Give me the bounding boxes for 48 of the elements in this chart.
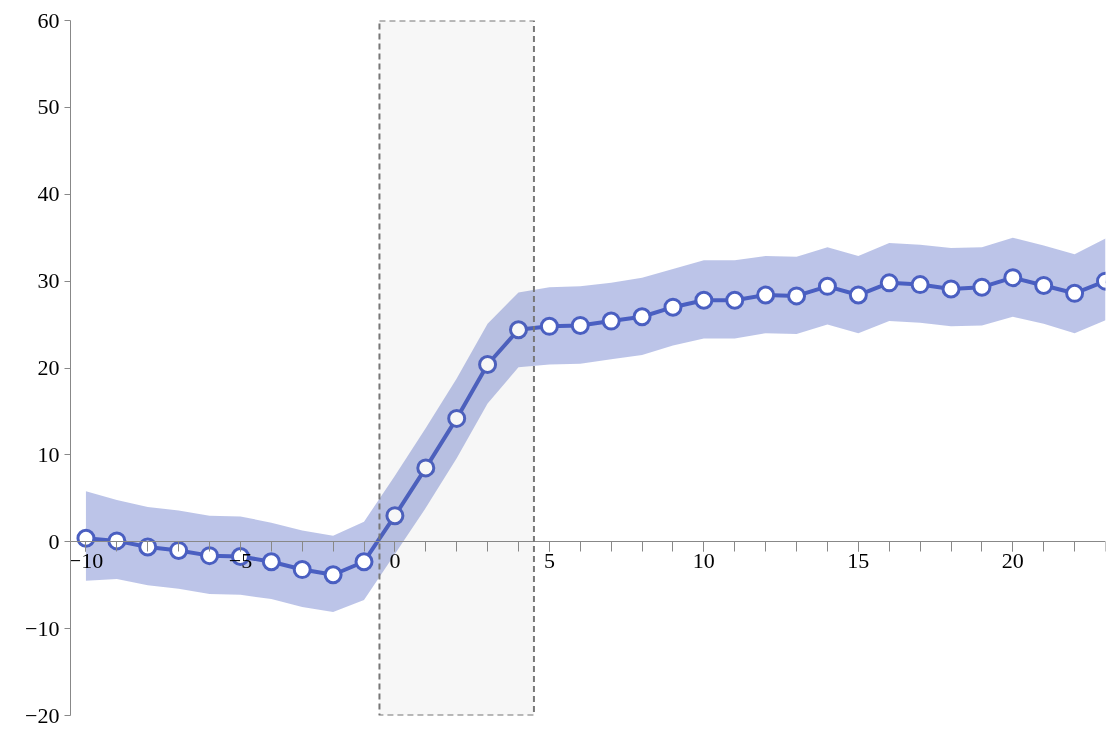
point: [323, 565, 343, 585]
point: [663, 297, 683, 317]
point: [1065, 283, 1085, 303]
point: [848, 285, 868, 305]
point: [787, 286, 807, 306]
point: [1034, 275, 1054, 295]
y-tick-label: 20: [37, 355, 60, 380]
y-tick-label: 60: [37, 7, 60, 33]
point: [447, 408, 467, 428]
point: [292, 560, 312, 580]
point: [261, 552, 281, 572]
y-tick-label: 30: [37, 268, 60, 294]
point: [478, 355, 498, 375]
point: [76, 528, 96, 548]
x-tick-label: 20: [1001, 547, 1024, 573]
x-tick-label: −10: [68, 547, 104, 573]
point: [354, 552, 374, 572]
x-tick-label: 15: [847, 547, 870, 573]
point: [200, 546, 220, 566]
point: [725, 290, 745, 310]
point: [879, 273, 899, 293]
y-tick-label: 40: [37, 181, 60, 207]
x-tick-label: 5: [543, 547, 555, 573]
point: [416, 458, 436, 478]
point: [138, 537, 158, 557]
point: [756, 285, 776, 305]
x-tick-label: 0: [389, 547, 401, 573]
point: [632, 307, 652, 327]
point: [817, 276, 837, 296]
point: [972, 277, 992, 297]
point: [508, 320, 528, 340]
y-tick-label: 0: [48, 528, 60, 554]
point: [385, 506, 405, 526]
point: [1003, 268, 1023, 288]
y-tick-label: 10: [37, 441, 60, 467]
point: [539, 316, 559, 336]
point: [169, 540, 189, 560]
point: [694, 290, 714, 310]
x-tick-label: 10: [692, 547, 715, 573]
y-tick-label: −20: [25, 702, 60, 728]
y-tick-label: −10: [25, 615, 60, 641]
point: [570, 315, 590, 335]
point: [107, 531, 127, 551]
point: [601, 311, 621, 331]
point: [941, 279, 961, 299]
x-tick-label: −5: [228, 547, 253, 573]
point: [910, 275, 930, 295]
y-tick-label: 50: [37, 94, 60, 120]
